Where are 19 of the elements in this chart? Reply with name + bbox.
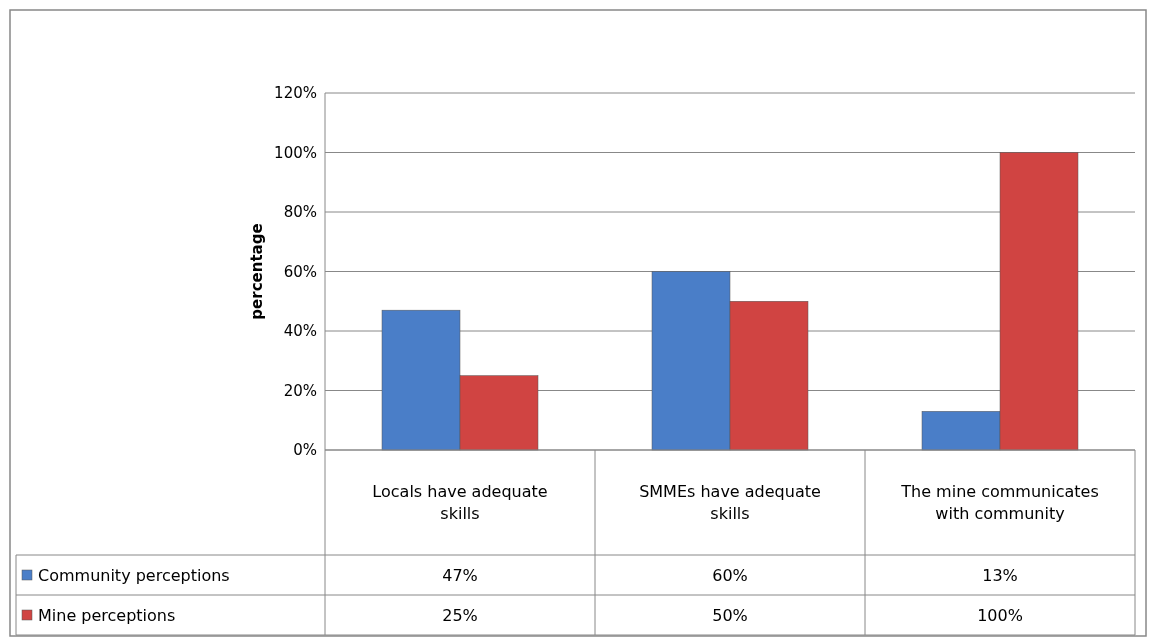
data-label: 25% xyxy=(442,605,478,625)
data-label: 50% xyxy=(712,605,748,625)
y-tick-label: 0% xyxy=(293,441,317,460)
y-tick-label: 60% xyxy=(283,262,317,281)
x-tick-label: The mine communicates with community xyxy=(900,482,1099,524)
y-tick-label: 120% xyxy=(274,84,317,103)
legend-label: Community perceptions xyxy=(38,565,230,585)
x-tick-label: SMMEs have adequate skills xyxy=(639,482,821,524)
y-tick-label: 20% xyxy=(283,381,317,400)
data-label: 47% xyxy=(442,565,478,585)
y-tick-label: 40% xyxy=(283,322,317,341)
y-tick-label: 80% xyxy=(283,203,317,222)
x-tick-label: Locals have adequate skills xyxy=(372,482,548,524)
data-label: 100% xyxy=(977,605,1023,625)
legend-label: Mine perceptions xyxy=(38,605,176,625)
data-label: 13% xyxy=(982,565,1018,585)
y-axis-title: percentage xyxy=(248,223,266,320)
y-tick-label: 100% xyxy=(274,143,317,162)
data-label: 60% xyxy=(712,565,748,585)
